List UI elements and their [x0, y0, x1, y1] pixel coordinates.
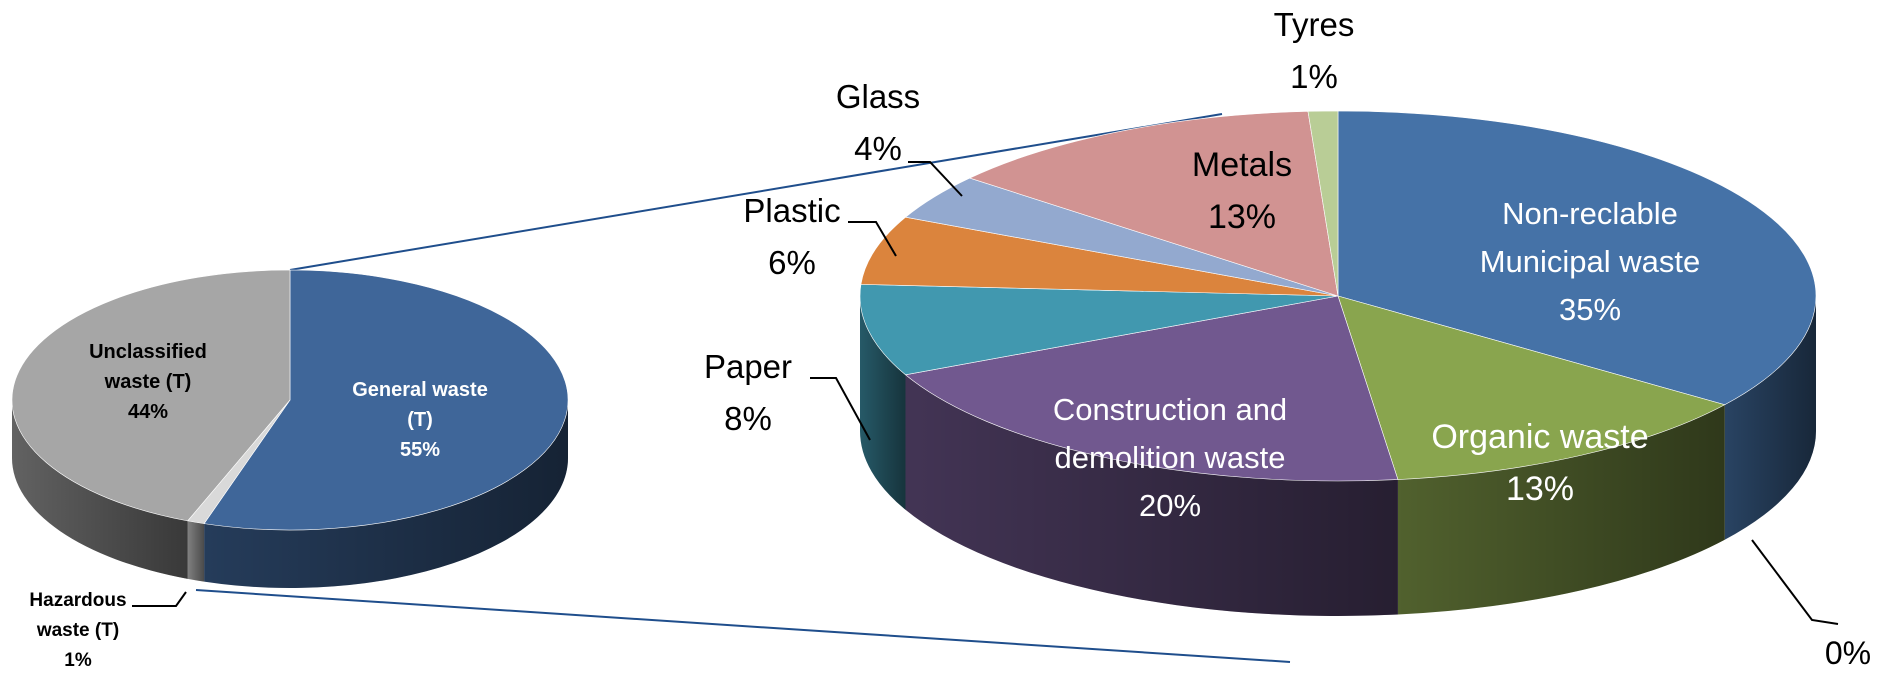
pie-slice-construction-and-demolition-waste-20 — [904, 295, 1399, 482]
data-label-text: Paper — [704, 348, 792, 385]
data-label-text: Plastic — [743, 192, 840, 229]
label-tyres-1: Tyres 1% — [1274, 6, 1355, 95]
data-label-text: 1% — [64, 650, 92, 671]
label-paper-8: Paper 8% — [704, 348, 871, 441]
pie-slice-metals-13 — [968, 111, 1339, 297]
data-label-text: Organic waste — [1431, 418, 1648, 456]
pie-top-faces — [11, 269, 569, 531]
data-label-text: 35% — [1559, 292, 1621, 327]
label-unclassified-waste-t-44: Unclassified waste (T) 44% — [89, 341, 207, 423]
data-label-text: 55% — [400, 439, 440, 461]
data-label-text: Tyres — [1274, 6, 1355, 43]
pie-slice-unclassified-waste-t-44 — [11, 269, 291, 522]
label-0: 0% — [1751, 539, 1871, 671]
label-organic-waste-13: Organic waste 13% — [1431, 418, 1648, 508]
pie-slice-non-reclable-municipal-waste-35 — [1337, 110, 1817, 406]
data-label-text: Metals — [1192, 146, 1292, 184]
data-label-text: Hazardous — [29, 590, 126, 611]
general-waste-breakdown-pie — [859, 110, 1817, 616]
data-label-text: 6% — [768, 244, 816, 281]
pie-connector-lines — [195, 113, 1291, 663]
data-label-text: 20% — [1139, 488, 1201, 523]
pie-slice-plastic-6 — [860, 216, 1339, 297]
pie-side-shading — [860, 296, 906, 510]
leader-line — [810, 377, 871, 441]
data-label-text: Unclassified — [89, 341, 207, 363]
pie-side-shading — [1397, 404, 1725, 615]
pie-side-shading — [905, 374, 1398, 616]
pie-side-walls — [860, 296, 1816, 616]
data-label-text: 44% — [128, 401, 168, 423]
pie-slice-organic-waste-13 — [1337, 295, 1726, 480]
connector-line-bottom — [195, 589, 1291, 663]
pie-top-faces — [859, 110, 1817, 482]
data-label-text: Municipal waste — [1480, 244, 1701, 279]
leader-line — [1751, 539, 1839, 625]
data-label-text: waste (T) — [36, 620, 119, 641]
pie-slice-paper-8 — [859, 284, 1339, 376]
data-label-text: waste (T) — [104, 371, 192, 393]
pie-side-shading — [12, 400, 188, 579]
data-label-text: demolition waste — [1055, 440, 1286, 475]
label-metals-13: Metals 13% — [1192, 146, 1292, 236]
label-general-waste-t-55: General waste (T) 55% — [352, 379, 488, 461]
label-plastic-6: Plastic 6% — [743, 192, 897, 281]
data-label-text: Glass — [836, 78, 920, 115]
data-label-text: 0% — [1825, 635, 1871, 671]
overall-waste-pie — [11, 269, 569, 588]
data-label-text: 13% — [1208, 198, 1276, 236]
connector-line-top — [289, 113, 1223, 271]
leader-line — [908, 161, 963, 197]
data-label-text: (T) — [407, 409, 433, 431]
pie-side-shading — [1724, 296, 1816, 540]
pie-side-walls — [12, 400, 569, 588]
data-label-text: Construction and — [1053, 392, 1287, 427]
label-hazardous-waste-t-1: Hazardous waste (T) 1% — [29, 590, 187, 671]
leader-line — [848, 221, 897, 257]
pie-side-shading — [204, 400, 569, 588]
data-label-text: General waste — [352, 379, 488, 401]
pie-slice-tyres-1 — [1307, 110, 1339, 297]
data-label-text: 4% — [854, 130, 902, 167]
label-construction-and-demolition-waste-20: Construction and demolition waste 20% — [1053, 392, 1287, 523]
data-label-text: Non-reclable — [1502, 196, 1678, 231]
data-labels: General waste (T) 55% Hazardous waste (T) 1% U… — [29, 6, 1871, 671]
label-non-reclable-municipal-waste-35: Non-reclable Municipal waste 35% — [1480, 196, 1701, 327]
data-label-text: 8% — [724, 400, 772, 437]
data-label-text: 13% — [1506, 470, 1574, 508]
data-label-text: 1% — [1290, 58, 1338, 95]
pie-side-shading — [187, 520, 205, 582]
label-glass-4: Glass 4% — [836, 78, 963, 197]
leader-line — [132, 591, 187, 607]
pie-slice-general-waste-t-55 — [203, 269, 569, 531]
